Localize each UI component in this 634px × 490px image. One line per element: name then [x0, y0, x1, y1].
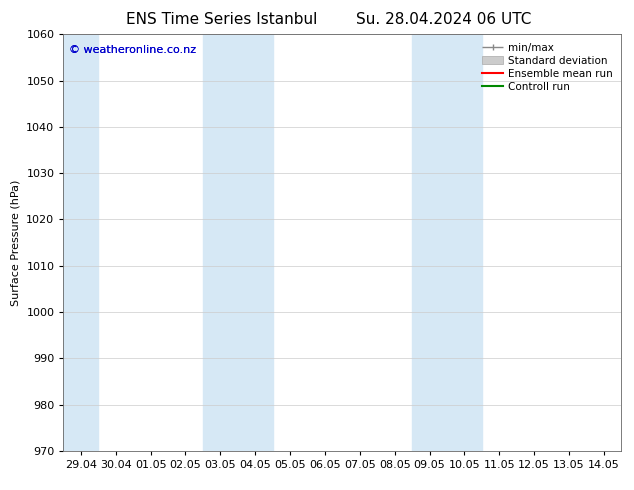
- Y-axis label: Surface Pressure (hPa): Surface Pressure (hPa): [11, 179, 21, 306]
- Text: © weatheronline.co.nz: © weatheronline.co.nz: [69, 45, 196, 55]
- Legend: min/max, Standard deviation, Ensemble mean run, Controll run: min/max, Standard deviation, Ensemble me…: [479, 40, 616, 95]
- Text: ENS Time Series Istanbul: ENS Time Series Istanbul: [126, 12, 318, 27]
- Text: Su. 28.04.2024 06 UTC: Su. 28.04.2024 06 UTC: [356, 12, 531, 27]
- Text: © weatheronline.co.nz: © weatheronline.co.nz: [69, 45, 196, 55]
- Bar: [412, 34, 482, 451]
- Bar: [203, 34, 273, 451]
- Bar: [63, 34, 98, 451]
